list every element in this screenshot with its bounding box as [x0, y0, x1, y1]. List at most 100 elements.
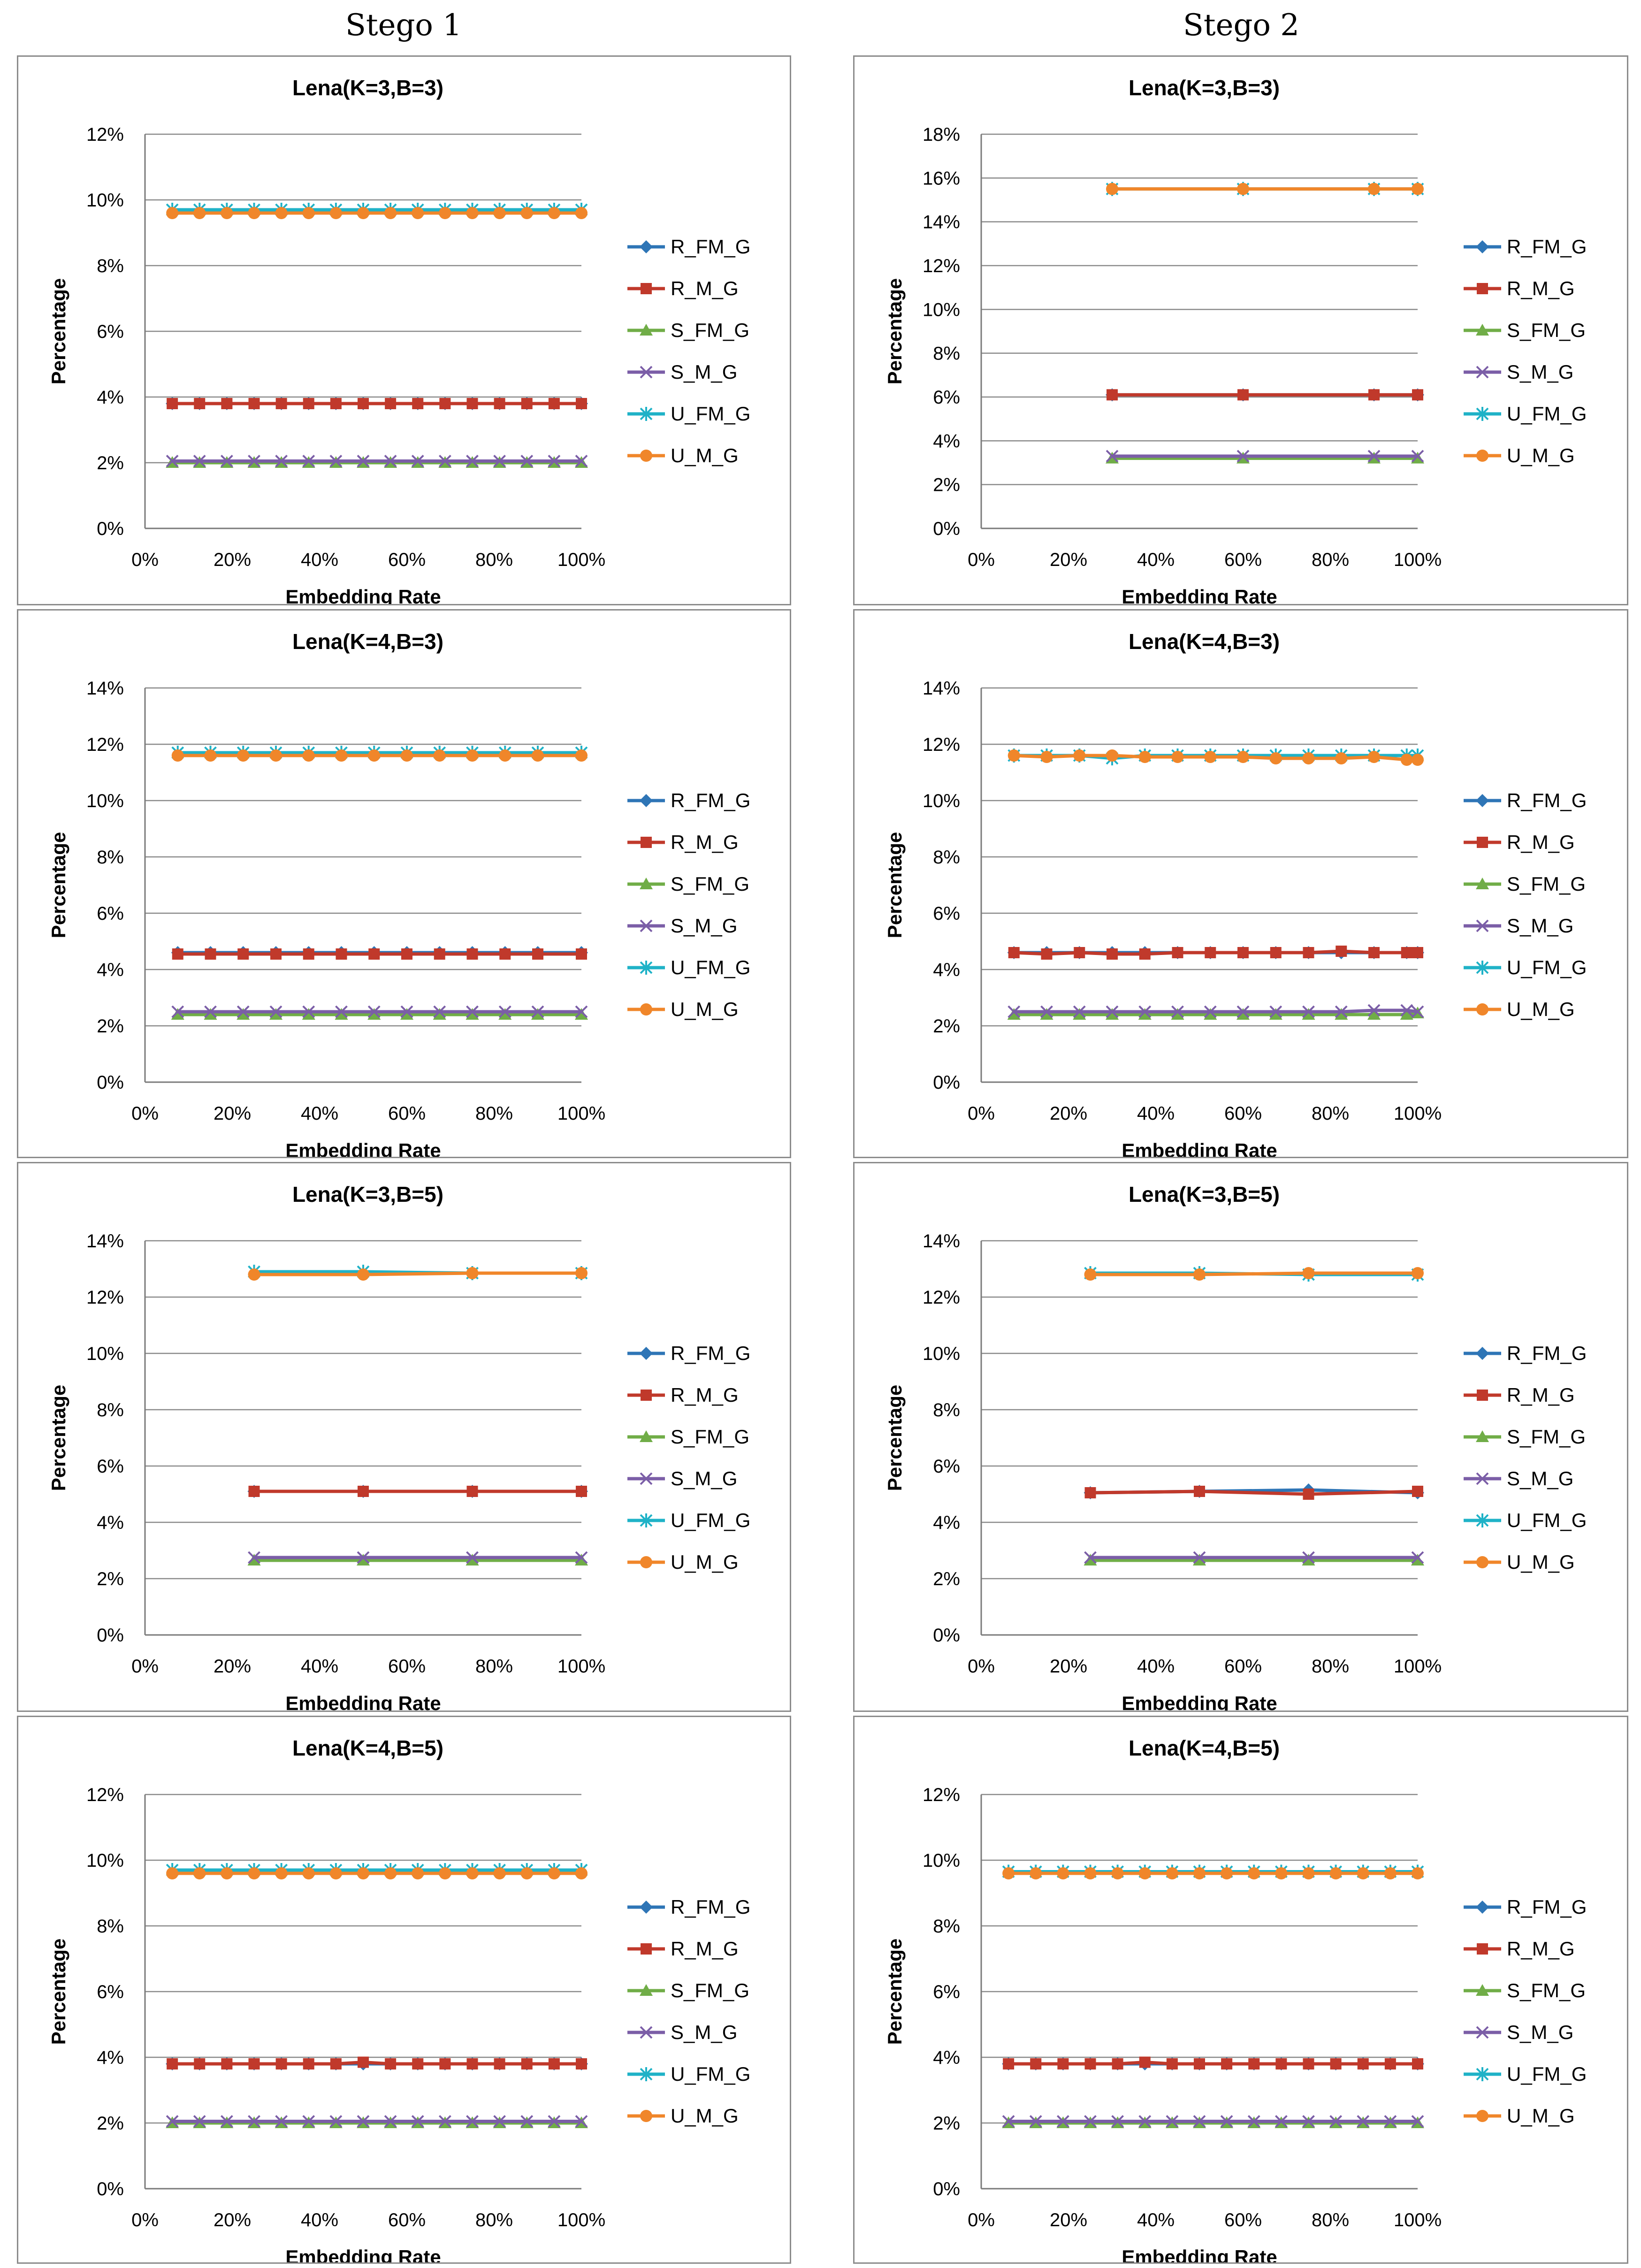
- u-m-g-point: [439, 207, 451, 219]
- legend-r-m-g-point: [641, 1390, 652, 1401]
- legend-r-fm-g-point: [1476, 794, 1489, 807]
- u-m-g-point: [1412, 1867, 1424, 1879]
- y-tick-label: 10%: [923, 1344, 960, 1364]
- s-fm-g-point: [531, 1008, 544, 1020]
- x-tick-label: 20%: [1050, 1103, 1087, 1124]
- x-tick-label: 0%: [131, 1656, 159, 1677]
- s-m-g-point: [1166, 2115, 1179, 2128]
- legend-s-fm-g-point: [640, 324, 653, 336]
- x-tick-label: 100%: [1394, 1103, 1442, 1124]
- s-m-g-point: [1084, 1551, 1097, 1564]
- series-s-fm-g: [247, 1554, 588, 1565]
- s-m-g-point: [1204, 1005, 1217, 1018]
- y-tick-label: 12%: [86, 1785, 124, 1805]
- legend-u-fm-g-point: [1476, 961, 1489, 975]
- r-m-g-point: [548, 2058, 560, 2069]
- legend-u-m-g-point: [640, 1556, 652, 1568]
- s-m-g-point: [411, 2115, 424, 2128]
- u-m-g-point: [548, 207, 560, 219]
- s-m-g-point: [384, 455, 397, 467]
- legend-label: U_M_G: [671, 998, 739, 1020]
- legend-s-fm-g-point: [640, 1984, 653, 1996]
- u-m-g-point: [1007, 749, 1020, 762]
- r-m-g-point: [1412, 389, 1423, 401]
- y-tick-label: 10%: [923, 791, 960, 811]
- r-m-g-point: [248, 398, 260, 409]
- u-m-g-point: [1204, 751, 1217, 763]
- u-m-g-point: [1073, 749, 1086, 762]
- series-r-m-g: [172, 948, 587, 960]
- u-m-g-point: [1329, 1867, 1342, 1879]
- legend-s-m-g-point: [1476, 366, 1489, 379]
- legend-r-m-g-point: [641, 837, 652, 848]
- s-fm-g-point: [1204, 1008, 1217, 1020]
- y-axis-label: Percentage: [884, 1385, 906, 1491]
- u-m-g-point: [575, 749, 588, 762]
- r-m-g-point: [439, 398, 451, 409]
- s-fm-g-point: [1007, 1008, 1021, 1020]
- u-m-g-point: [412, 1867, 424, 1879]
- r-m-g-point: [548, 398, 560, 409]
- legend-label: S_FM_G: [671, 873, 749, 895]
- y-tick-label: 2%: [97, 453, 124, 473]
- r-m-g-point: [167, 398, 178, 409]
- r-m-g-point: [466, 948, 478, 960]
- legend-label: R_FM_G: [671, 1896, 750, 1918]
- legend-u-m-g-point: [640, 2110, 652, 2122]
- s-fm-g-point: [433, 1008, 446, 1020]
- series-s-fm-g: [1007, 1007, 1424, 1020]
- series-line-r-m-g: [1008, 2060, 1418, 2066]
- r-m-g-point: [194, 398, 206, 409]
- s-m-g-point: [248, 2115, 260, 2128]
- legend-label: U_M_G: [1507, 2105, 1575, 2127]
- legend-s-m-g-point: [640, 366, 653, 379]
- x-tick-label: 20%: [1050, 2210, 1087, 2230]
- u-m-g-point: [1412, 1267, 1424, 1279]
- r-m-g-point: [412, 398, 424, 409]
- r-m-g-point: [1139, 2056, 1151, 2068]
- legend-label: R_M_G: [1507, 831, 1575, 853]
- u-m-g-point: [1193, 1867, 1206, 1879]
- series-s-m-g: [166, 455, 588, 467]
- y-tick-label: 10%: [86, 791, 124, 811]
- y-tick-label: 6%: [933, 1456, 960, 1477]
- r-m-g-point: [368, 948, 380, 960]
- r-m-g-point: [1030, 2058, 1042, 2069]
- series-s-m-g: [1002, 2115, 1424, 2128]
- legend-label: S_M_G: [1507, 1467, 1573, 1489]
- chart-title: Lena(K=3,B=3): [292, 76, 443, 100]
- legend-label: U_FM_G: [671, 1509, 750, 1531]
- x-tick-label: 100%: [1394, 1656, 1442, 1677]
- s-fm-g-point: [498, 1008, 512, 1020]
- u-m-g-point: [466, 749, 479, 762]
- s-m-g-point: [1193, 1551, 1206, 1564]
- r-m-g-point: [1205, 947, 1216, 958]
- legend-label: R_FM_G: [1507, 789, 1587, 811]
- chart-panel: Lena(K=4,B=5) 0% 2% 4% 6% 8% 10% 12% 0% 20% 40% 60%…: [853, 1716, 1628, 2264]
- legend-r-m-g-point: [1477, 1390, 1488, 1401]
- chart-title: Lena(K=4,B=3): [1129, 629, 1280, 654]
- y-tick-label: 4%: [933, 960, 960, 980]
- r-m-g-point: [194, 2058, 206, 2069]
- x-tick-label: 40%: [1137, 1656, 1175, 1677]
- s-m-g-point: [220, 2115, 233, 2128]
- series-r-m-g: [167, 398, 587, 409]
- s-m-g-point: [438, 2115, 451, 2128]
- r-m-g-point: [303, 398, 314, 409]
- s-m-g-point: [171, 1005, 184, 1018]
- series-u-m-g: [1007, 749, 1424, 766]
- s-m-g-point: [575, 2115, 588, 2128]
- x-tick-label: 60%: [1224, 2210, 1262, 2230]
- u-m-g-point: [493, 1867, 506, 1879]
- x-tick-label: 80%: [1312, 2210, 1349, 2230]
- u-m-g-point: [1057, 1867, 1069, 1879]
- r-m-g-point: [576, 2058, 587, 2069]
- r-m-g-point: [385, 2058, 397, 2069]
- s-m-g-point: [1302, 1005, 1315, 1018]
- y-tick-label: 14%: [923, 678, 960, 699]
- r-m-g-point: [270, 948, 282, 960]
- legend-label: S_M_G: [671, 361, 737, 383]
- r-m-g-point: [221, 2058, 233, 2069]
- s-m-g-point: [384, 2115, 397, 2128]
- s-m-g-point: [302, 2115, 315, 2128]
